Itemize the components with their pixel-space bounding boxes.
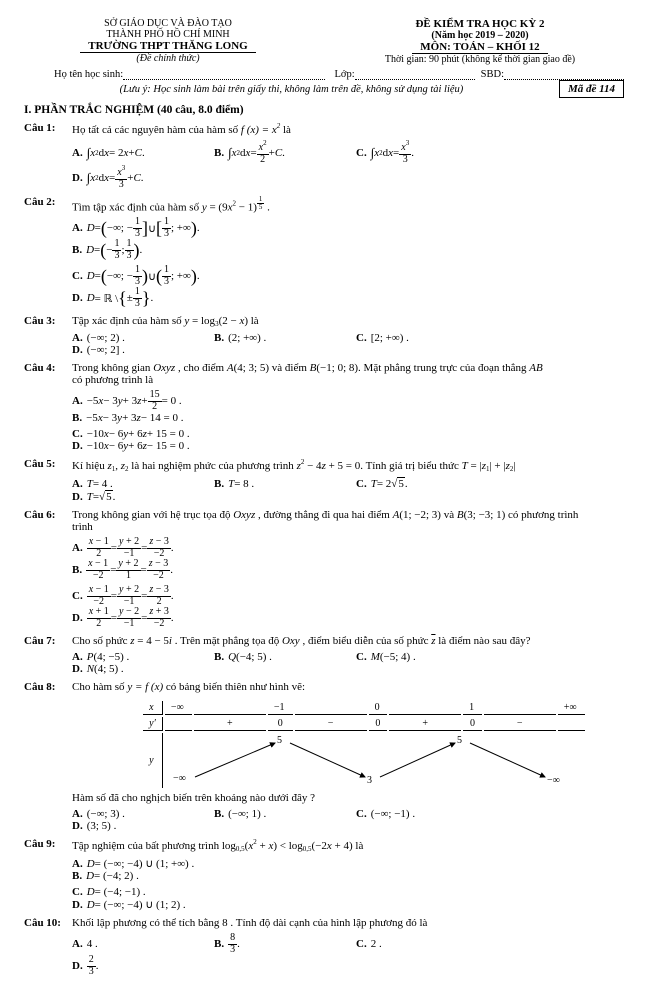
q5-num: Câu 5: bbox=[24, 458, 72, 473]
q4-text: Trong không gian Oxyz , cho điểm A(4; 3;… bbox=[72, 362, 624, 386]
exam-code: Mã đề 114 bbox=[559, 80, 624, 98]
q6-text: Trong không gian với hệ trục tọa độ Oxyz… bbox=[72, 509, 624, 533]
city: THÀNH PHỐ HỒ CHÍ MINH bbox=[24, 29, 312, 40]
q1-num: Câu 1: bbox=[24, 122, 72, 136]
official: (Đề chính thức) bbox=[24, 53, 312, 64]
q10-opt-c: C. 2 . bbox=[356, 933, 498, 955]
variation-table: x −∞ −1 0 1 +∞ y′ + 0− 0+ 0− y bbox=[141, 699, 587, 790]
variation-arrows: −∞ 5 3 5 −∞ bbox=[165, 733, 585, 785]
question-4: Câu 4: Trong không gian Oxyz , cho điểm … bbox=[24, 362, 624, 452]
q3-num: Câu 3: bbox=[24, 315, 72, 328]
student-info: Họ tên học sinh: Lớp: SBD: bbox=[24, 69, 624, 80]
q2-num: Câu 2: bbox=[24, 196, 72, 213]
q4-opt-d: D. −10x − 6y + 6z − 15 = 0 . bbox=[72, 440, 352, 452]
q9-opt-c: C. D = (−4; −1) . bbox=[72, 886, 352, 898]
q8-subtext: Hàm số đã cho nghịch biến trên khoảng nà… bbox=[72, 792, 624, 804]
q2-text: Tìm tập xác định của hàm số y = (9x2 − 1… bbox=[72, 196, 624, 213]
q6-opt-a: A. x − 12 = y + 2−1 = z − 3−2 . bbox=[72, 537, 352, 559]
question-3: Câu 3: Tập xác định của hàm số y = log3(… bbox=[24, 315, 624, 356]
q7-opt-b: B. Q(−4; 5) . bbox=[214, 651, 356, 663]
q4-num: Câu 4: bbox=[24, 362, 72, 386]
q1-opt-d: D. x2dx = x33 + C . bbox=[72, 165, 214, 190]
q7-opt-a: A. P(4; −5) . bbox=[72, 651, 214, 663]
svg-text:3: 3 bbox=[367, 775, 372, 785]
q8-opt-c: C. (−∞; −1) . bbox=[356, 808, 498, 820]
q10-opt-d: D. 23 . bbox=[72, 955, 214, 977]
question-1: Câu 1: Họ tất cả các nguyên hàm của hàm … bbox=[24, 122, 624, 190]
svg-text:5: 5 bbox=[457, 735, 462, 746]
question-8: Câu 8: Cho hàm số y = f (x) có bảng biến… bbox=[24, 681, 624, 832]
q1-opt-a: A. x2dx = 2x + C . bbox=[72, 140, 214, 165]
q9-opt-b: B. D = (−4; 2) . bbox=[72, 870, 352, 882]
q6-opt-b: B. x − 1−2 = y + 21 = z − 3−2 . bbox=[72, 559, 352, 581]
class-label: Lớp: bbox=[335, 69, 355, 80]
question-7: Câu 7: Cho số phức z = 4 − 5i . Trên mặt… bbox=[24, 635, 624, 675]
q8-opt-a: A. (−∞; 3) . bbox=[72, 808, 214, 820]
q10-text: Khối lập phương có thể tích bằng 8 . Tín… bbox=[72, 917, 624, 929]
q10-opt-b: B. 83 . bbox=[214, 933, 356, 955]
header-block: SỞ GIÁO DỤC VÀ ĐÀO TẠO THÀNH PHỐ HỒ CHÍ … bbox=[24, 18, 624, 65]
q9-opt-d: D. D = (−∞; −4) ∪ (1; 2) . bbox=[72, 898, 352, 911]
q8-num: Câu 8: bbox=[24, 681, 72, 693]
q9-text: Tập nghiệm của bất phương trình log0,5(x… bbox=[72, 838, 624, 853]
q5-opt-c: C. T = 25 . bbox=[356, 477, 498, 490]
note: (Lưu ý: Học sinh làm bài trên giấy thi, … bbox=[24, 84, 559, 95]
q2-opt-b: B. D = (−13; 13). bbox=[72, 239, 352, 261]
q3-opt-b: B. (2; +∞) . bbox=[214, 332, 356, 344]
q4-opt-a: A. −5x − 3y + 3z + 152 = 0 . bbox=[72, 390, 352, 412]
q10-num: Câu 10: bbox=[24, 917, 72, 929]
question-10: Câu 10: Khối lập phương có thể tích bằng… bbox=[24, 917, 624, 977]
q6-opt-d: D. x + 12 = y − 2−1 = z + 3−2 . bbox=[72, 607, 352, 629]
q7-num: Câu 7: bbox=[24, 635, 72, 647]
year: (Năm học 2019 – 2020) bbox=[336, 30, 624, 41]
q5-text: Kí hiệu z1, z2 là hai nghiệm phức của ph… bbox=[72, 458, 624, 473]
q4-opt-b: B. −5x − 3y + 3z − 14 = 0 . bbox=[72, 412, 352, 424]
exam-title: ĐỀ KIỂM TRA HỌC KỲ 2 bbox=[336, 18, 624, 30]
q5-opt-a: A. T = 4 . bbox=[72, 477, 214, 490]
name-label: Họ tên học sinh: bbox=[54, 69, 123, 80]
q3-text: Tập xác định của hàm số y = log3(2 − x) … bbox=[72, 315, 624, 328]
subject: MÔN: TOÁN – KHỐI 12 bbox=[412, 41, 547, 54]
q9-num: Câu 9: bbox=[24, 838, 72, 853]
svg-text:−∞: −∞ bbox=[547, 775, 560, 785]
svg-text:5: 5 bbox=[277, 735, 282, 746]
q9-opt-a: A. D = (−∞; −4) ∪ (1; +∞) . bbox=[72, 857, 352, 870]
svg-text:−∞: −∞ bbox=[173, 773, 186, 784]
q6-num: Câu 6: bbox=[24, 509, 72, 533]
q7-text: Cho số phức z = 4 − 5i . Trên mặt phẳng … bbox=[72, 635, 624, 647]
question-9: Câu 9: Tập nghiệm của bất phương trình l… bbox=[24, 838, 624, 911]
question-6: Câu 6: Trong không gian với hệ trục tọa … bbox=[24, 509, 624, 629]
edu-dept: SỞ GIÁO DỤC VÀ ĐÀO TẠO bbox=[24, 18, 312, 29]
q8-opt-d: D. (3; 5) . bbox=[72, 820, 214, 832]
section-title: I. PHẦN TRẮC NGHIỆM (40 câu, 8.0 điểm) bbox=[24, 104, 624, 116]
q10-opt-a: A. 4 . bbox=[72, 933, 214, 955]
q8-opt-b: B. (−∞; 1) . bbox=[214, 808, 356, 820]
duration: Thời gian: 90 phút (không kể thời gian g… bbox=[336, 54, 624, 65]
q1-text: Họ tất cả các nguyên hàm của hàm số f (x… bbox=[72, 122, 624, 136]
q1-opt-c: C. x2dx = x33 . bbox=[356, 140, 498, 165]
q2-opt-d: D. D = ℝ \ {±13}. bbox=[72, 287, 352, 309]
q7-opt-c: C. M(−5; 4) . bbox=[356, 651, 498, 663]
q3-opt-c: C. [2; +∞) . bbox=[356, 332, 498, 344]
question-5: Câu 5: Kí hiệu z1, z2 là hai nghiệm phức… bbox=[24, 458, 624, 503]
q2-opt-c: C. D = (−∞; −13) ∪ (13; +∞). bbox=[72, 265, 352, 287]
q5-opt-d: D. T = 5 . bbox=[72, 490, 214, 503]
q1-opt-b: B. x2dx = x22 + C . bbox=[214, 140, 356, 165]
q4-opt-c: C. −10x − 6y + 6z + 15 = 0 . bbox=[72, 428, 352, 440]
q6-opt-c: C. x − 1−2 = y + 2−1 = z − 32 . bbox=[72, 585, 352, 607]
q2-opt-a: A. D = (−∞; −13] ∪ [13; +∞). bbox=[72, 217, 352, 239]
q8-text: Cho hàm số y = f (x) có bảng biến thiên … bbox=[72, 681, 624, 693]
q5-opt-b: B. T = 8 . bbox=[214, 477, 356, 490]
school-name: TRƯỜNG THPT THĂNG LONG bbox=[80, 40, 255, 53]
q3-opt-a: A. (−∞; 2) . bbox=[72, 332, 214, 344]
q7-opt-d: D. N(4; 5) . bbox=[72, 663, 214, 675]
q3-opt-d: D. (−∞; 2] . bbox=[72, 344, 214, 356]
question-2: Câu 2: Tìm tập xác định của hàm số y = (… bbox=[24, 196, 624, 309]
sbd-label: SBD: bbox=[481, 69, 504, 80]
